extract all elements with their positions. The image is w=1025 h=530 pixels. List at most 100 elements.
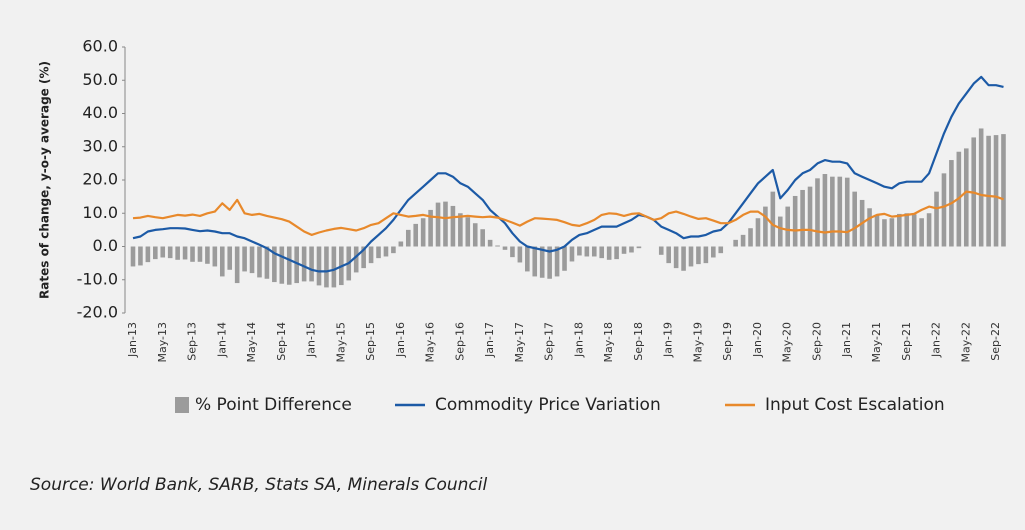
bar bbox=[621, 246, 627, 254]
bar bbox=[591, 246, 597, 257]
bar bbox=[569, 246, 575, 262]
bar bbox=[822, 174, 828, 247]
bar bbox=[681, 246, 686, 271]
bar bbox=[904, 213, 910, 247]
bar bbox=[733, 239, 738, 247]
x-tick-label: Jan-18 bbox=[572, 322, 585, 358]
bar bbox=[249, 246, 255, 274]
bar bbox=[361, 246, 366, 269]
bar bbox=[874, 214, 880, 247]
bar bbox=[301, 246, 307, 282]
x-tick-label: Sep-22 bbox=[989, 322, 1002, 361]
bar bbox=[353, 246, 359, 273]
bar bbox=[428, 209, 433, 247]
bar bbox=[785, 206, 791, 247]
bar bbox=[219, 246, 225, 277]
bar bbox=[703, 246, 709, 264]
bar bbox=[324, 246, 329, 288]
legend-swatch bbox=[175, 397, 189, 413]
bar bbox=[696, 246, 701, 265]
x-tick-label: May-18 bbox=[602, 322, 615, 363]
bar bbox=[309, 246, 314, 282]
y-tick-label: -20.0 bbox=[77, 303, 118, 322]
bar bbox=[599, 246, 605, 259]
bar bbox=[197, 246, 203, 262]
x-tick-label: May-22 bbox=[959, 322, 972, 363]
bar bbox=[376, 246, 381, 259]
bar bbox=[636, 246, 642, 249]
y-tick-label: 20.0 bbox=[82, 170, 118, 189]
bar bbox=[525, 246, 530, 272]
x-tick-label: May-21 bbox=[870, 322, 883, 363]
bar bbox=[472, 223, 478, 247]
x-tick-label: Jan-19 bbox=[662, 322, 675, 358]
legend-label: Input Cost Escalation bbox=[765, 395, 945, 415]
bar bbox=[963, 148, 969, 247]
bar bbox=[264, 246, 270, 279]
x-tick-label: Sep-13 bbox=[186, 322, 199, 361]
bar bbox=[748, 228, 753, 247]
x-tick-label: May-14 bbox=[245, 322, 258, 363]
x-tick-label: Jan-13 bbox=[126, 322, 139, 358]
bar bbox=[234, 246, 240, 284]
bar bbox=[740, 234, 746, 247]
bar bbox=[435, 202, 441, 247]
bar bbox=[316, 246, 322, 286]
bar bbox=[688, 246, 694, 267]
bar bbox=[532, 246, 538, 277]
bar bbox=[934, 191, 939, 247]
bar bbox=[584, 246, 590, 257]
bar bbox=[227, 246, 233, 270]
bar bbox=[554, 246, 560, 277]
x-tick-label: Sep-15 bbox=[364, 322, 377, 361]
bar bbox=[755, 218, 761, 247]
bar bbox=[480, 229, 485, 247]
bar bbox=[867, 208, 872, 247]
legend-label: % Point Difference bbox=[195, 395, 352, 415]
x-tick-label: May-16 bbox=[424, 322, 437, 363]
bar bbox=[815, 178, 820, 247]
bar bbox=[606, 246, 612, 260]
bar bbox=[286, 246, 292, 285]
x-tick-label: Sep-17 bbox=[543, 322, 556, 361]
bar bbox=[391, 246, 396, 254]
x-tick-label: May-17 bbox=[513, 322, 526, 363]
bar bbox=[487, 239, 493, 247]
bar bbox=[517, 246, 523, 263]
bar bbox=[167, 246, 173, 259]
bar bbox=[465, 217, 471, 247]
x-tick-label: Sep-20 bbox=[810, 322, 823, 361]
x-tick-label: Jan-14 bbox=[215, 322, 228, 358]
line bbox=[132, 75, 1004, 273]
bar bbox=[986, 135, 991, 247]
x-tick-label: May-15 bbox=[334, 322, 347, 363]
bar bbox=[718, 246, 724, 254]
bar bbox=[577, 246, 582, 256]
bar bbox=[331, 246, 337, 288]
bar bbox=[658, 246, 664, 255]
bar bbox=[368, 246, 374, 264]
x-tick-label: Jan-17 bbox=[483, 322, 496, 358]
bar bbox=[919, 218, 924, 247]
bar bbox=[145, 246, 151, 263]
bar bbox=[182, 246, 188, 260]
bar bbox=[539, 246, 545, 278]
line bbox=[132, 190, 1004, 236]
bar bbox=[190, 246, 195, 262]
bar bbox=[993, 135, 999, 247]
bar bbox=[495, 245, 500, 247]
bar bbox=[807, 186, 813, 247]
bar bbox=[911, 214, 917, 247]
x-tick-label: May-19 bbox=[691, 322, 704, 363]
bar bbox=[242, 246, 247, 272]
y-tick-label: 40.0 bbox=[82, 103, 118, 122]
bar bbox=[763, 206, 768, 247]
bar bbox=[852, 191, 857, 247]
bar bbox=[257, 246, 262, 278]
bar bbox=[443, 201, 448, 247]
bar bbox=[837, 176, 843, 247]
bar bbox=[629, 246, 634, 253]
bar bbox=[130, 246, 136, 267]
bar bbox=[673, 246, 679, 269]
bar bbox=[547, 246, 552, 279]
